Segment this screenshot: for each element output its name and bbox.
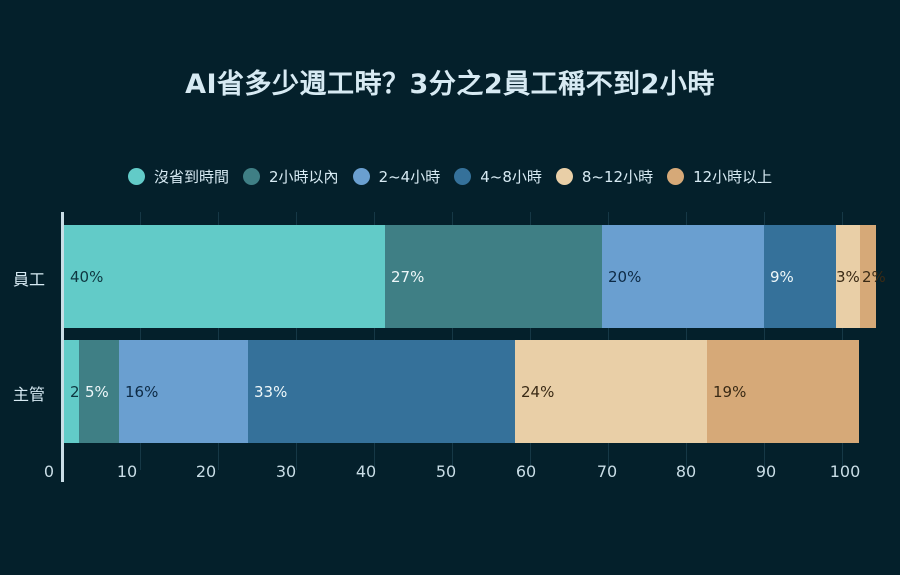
- legend-item-8-12h: 8~12小時: [555, 166, 653, 187]
- x-tick: 0: [43, 462, 55, 481]
- x-tick: 10: [116, 462, 138, 481]
- y-label-employees: 員工: [13, 270, 46, 289]
- bar-segment-no-time-saved[interactable]: 40%: [64, 225, 385, 328]
- chart-title: AI省多少週工時？3分之2員工稱不到2小時: [185, 69, 715, 100]
- bar-segment-4-8h[interactable]: 33%: [248, 340, 515, 443]
- chart-legend: 沒省到時間 2小時以內 2~4小時 4~8小時 8~12小時 12小時以上: [128, 166, 786, 187]
- legend-item-2-4h: 2~4小時: [352, 166, 440, 187]
- legend-dot-icon: [243, 168, 261, 185]
- legend-dot-icon: [555, 168, 573, 185]
- bar-segment-8-12h[interactable]: 24%: [515, 340, 707, 443]
- x-tick: 40: [355, 462, 377, 481]
- legend-dot-icon: [128, 168, 145, 185]
- x-tick: 80: [675, 462, 697, 481]
- bar-segment-over-12h[interactable]: 19%: [707, 340, 859, 443]
- legend-item-over-12h: 12小時以上: [667, 166, 772, 187]
- x-tick: 60: [515, 462, 537, 481]
- bar-segment-4-8h[interactable]: 9%: [764, 225, 836, 328]
- x-tick: 70: [596, 462, 618, 481]
- x-tick: 50: [435, 462, 457, 481]
- bar-segment-under-2h[interactable]: 27%: [385, 225, 602, 328]
- x-tick: 90: [755, 462, 777, 481]
- x-tick: 20: [195, 462, 217, 481]
- bar-segment-over-12h[interactable]: 2%: [860, 225, 886, 328]
- bar-segment-under-2h[interactable]: 5%: [79, 340, 119, 443]
- bar-managers: 2% 5% 16% 33% 24% 19%: [64, 340, 859, 443]
- legend-dot-icon: [454, 168, 472, 185]
- legend-item-under-2h: 2小時以內: [243, 166, 339, 187]
- bar-segment-8-12h[interactable]: 3%: [836, 225, 860, 328]
- bar-segment-no-time-saved[interactable]: 2%: [64, 340, 94, 443]
- y-label-managers: 主管: [13, 385, 46, 404]
- legend-dot-icon: [352, 168, 370, 185]
- bar-segment-2-4h[interactable]: 20%: [602, 225, 764, 328]
- bar-employees: 40% 27% 20% 9% 3% 2%: [64, 225, 886, 328]
- legend-item-4-8h: 4~8小時: [454, 166, 542, 187]
- legend-item-no-time-saved: 沒省到時間: [128, 166, 229, 187]
- x-tick: 30: [275, 462, 297, 481]
- x-tick: 100: [829, 462, 861, 481]
- bar-segment-2-4h[interactable]: 16%: [119, 340, 248, 443]
- legend-dot-icon: [667, 168, 685, 185]
- y-axis-line: [61, 212, 64, 482]
